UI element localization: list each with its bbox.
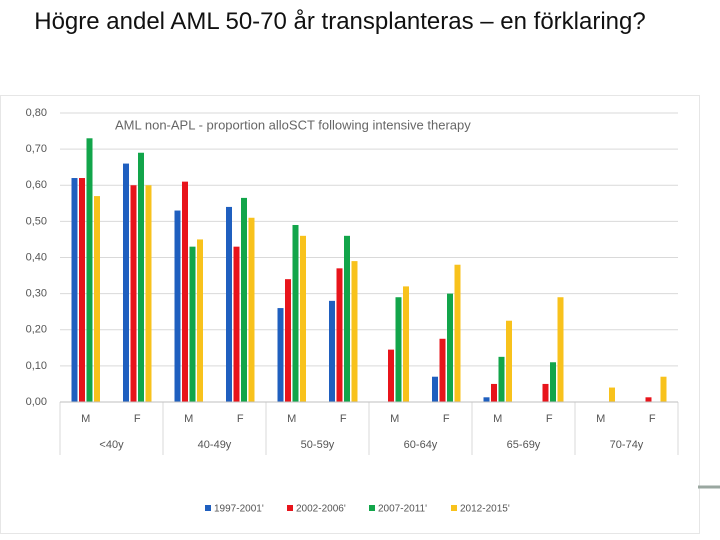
legend-swatch — [205, 505, 211, 511]
y-tick-label: 0,20 — [26, 324, 47, 336]
group-label: 65-69y — [507, 439, 541, 451]
bar — [86, 138, 93, 402]
x-tick-label: F — [134, 413, 141, 425]
bar — [439, 338, 446, 402]
bar — [506, 320, 512, 402]
chart: AML non-APL - proportion alloSCT followi… — [0, 95, 700, 534]
y-tick-label: 0,60 — [26, 179, 47, 191]
x-tick-label: F — [649, 413, 656, 425]
bar — [388, 349, 394, 402]
bar — [145, 185, 152, 402]
bar — [336, 268, 343, 402]
group-label: 40-49y — [198, 439, 232, 451]
x-tick-label: M — [493, 413, 502, 425]
legend-label: 2012-2015' — [460, 504, 510, 515]
bar — [329, 300, 335, 402]
bar — [542, 383, 549, 402]
bar — [498, 356, 505, 402]
y-tick-label: 0,80 — [26, 107, 47, 119]
chart-title: AML non-APL - proportion alloSCT followi… — [115, 117, 471, 132]
bar — [248, 217, 255, 402]
x-tick-label: M — [596, 413, 605, 425]
bar — [447, 293, 453, 402]
group-label: 50-59y — [301, 439, 335, 451]
x-tick-label: F — [237, 413, 244, 425]
legend-swatch — [287, 505, 293, 511]
group-label: 60-64y — [404, 439, 438, 451]
x-tick-label: M — [390, 413, 399, 425]
bar — [71, 178, 78, 402]
bar — [130, 185, 137, 402]
bar — [660, 376, 667, 402]
bar — [550, 362, 556, 402]
bar — [403, 286, 409, 402]
bar — [285, 279, 291, 402]
bar — [292, 224, 299, 402]
legend-label: 1997-2001' — [214, 504, 264, 515]
group-label: <40y — [99, 439, 124, 451]
bar — [79, 178, 85, 402]
bar — [454, 264, 461, 402]
bar — [351, 261, 358, 402]
bar — [432, 376, 438, 402]
y-tick-label: 0,10 — [26, 360, 47, 372]
legend-label: 2002-2006' — [296, 504, 346, 515]
x-tick-label: M — [287, 413, 296, 425]
legend-swatch — [369, 505, 375, 511]
slide-title: Högre andel AML 50-70 år transplanteras … — [34, 8, 646, 35]
bar — [645, 397, 652, 402]
x-tick-label: M — [81, 413, 90, 425]
y-tick-label: 0,70 — [26, 143, 47, 155]
bar — [300, 235, 306, 402]
x-tick-label: F — [546, 413, 553, 425]
bar — [233, 246, 240, 402]
bar — [197, 239, 203, 402]
bar — [277, 308, 284, 402]
y-tick-label: 0,40 — [26, 251, 47, 263]
bar — [609, 387, 615, 402]
legend-label: 2007-2011' — [378, 504, 427, 515]
legend-swatch — [451, 505, 457, 511]
bar — [123, 163, 129, 402]
bar — [189, 246, 196, 402]
decoration — [698, 485, 720, 489]
x-tick-label: F — [340, 413, 347, 425]
bar — [557, 297, 564, 402]
bar — [241, 197, 247, 402]
bar — [395, 297, 402, 402]
y-tick-label: 0,50 — [26, 215, 47, 227]
bar — [94, 196, 100, 402]
x-tick-label: M — [184, 413, 193, 425]
group-label: 70-74y — [610, 439, 644, 451]
bar — [483, 397, 490, 402]
bar — [174, 210, 181, 402]
bar — [138, 152, 144, 402]
y-tick-label: 0,00 — [26, 396, 47, 408]
bar — [491, 383, 497, 402]
x-tick-label: F — [443, 413, 450, 425]
bar — [182, 181, 188, 402]
bar — [226, 206, 232, 402]
bar — [344, 235, 350, 402]
y-tick-label: 0,30 — [26, 288, 47, 300]
